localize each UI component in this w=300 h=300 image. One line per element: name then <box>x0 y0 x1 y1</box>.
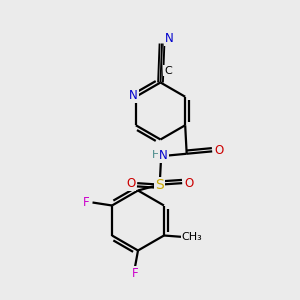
Text: N: N <box>165 32 174 46</box>
Text: H: H <box>152 150 160 160</box>
Text: S: S <box>155 178 164 192</box>
Text: C: C <box>164 65 172 76</box>
Text: N: N <box>159 149 168 162</box>
Text: F: F <box>82 196 89 209</box>
Text: O: O <box>214 144 224 157</box>
Text: CH₃: CH₃ <box>182 232 202 242</box>
Text: O: O <box>126 177 135 190</box>
Text: F: F <box>132 267 138 280</box>
Text: O: O <box>184 177 194 190</box>
Text: N: N <box>129 89 138 102</box>
